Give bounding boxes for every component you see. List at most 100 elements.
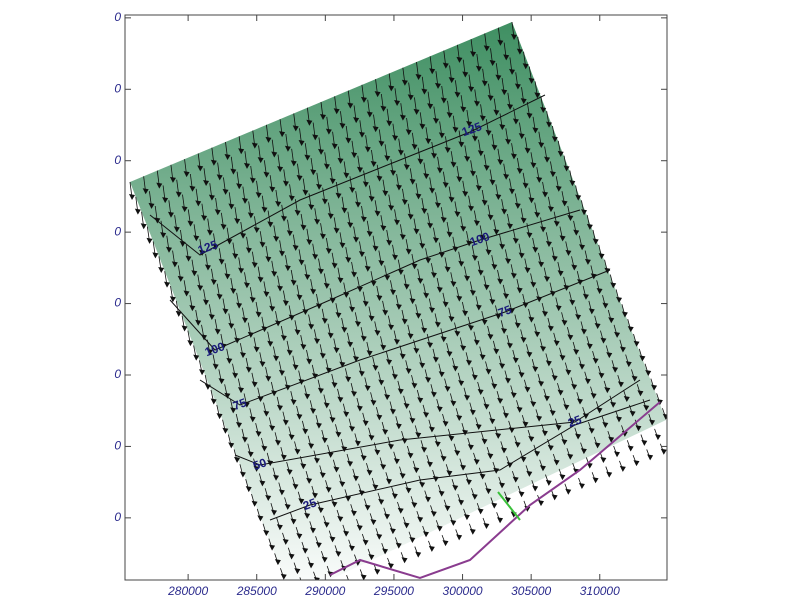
vector-head bbox=[501, 208, 508, 215]
vector-head bbox=[512, 357, 519, 364]
vector-head bbox=[411, 263, 418, 270]
vector-head bbox=[230, 288, 237, 294]
vector-head bbox=[290, 279, 297, 286]
vector-head bbox=[518, 133, 525, 140]
vector-head bbox=[651, 384, 658, 391]
vector-head bbox=[265, 256, 272, 263]
vector-head bbox=[278, 250, 285, 257]
vector-head bbox=[631, 375, 638, 382]
vector-head bbox=[366, 350, 373, 357]
vector-head bbox=[510, 272, 517, 279]
vector-head bbox=[276, 524, 283, 531]
vector-head bbox=[598, 253, 605, 260]
vector-head bbox=[210, 279, 217, 286]
vector-head bbox=[204, 264, 211, 271]
vector-head bbox=[499, 482, 506, 489]
vector-head bbox=[501, 89, 508, 96]
vector-head bbox=[551, 375, 558, 382]
vector-head bbox=[405, 129, 412, 136]
vector-head bbox=[263, 291, 270, 298]
vector-head bbox=[463, 514, 470, 521]
vector-head bbox=[456, 415, 463, 422]
vector-head bbox=[302, 547, 309, 554]
vector-head bbox=[224, 154, 231, 160]
vector-head bbox=[434, 441, 441, 448]
vector-head bbox=[129, 194, 135, 200]
vector-head bbox=[171, 261, 178, 268]
contours bbox=[149, 94, 651, 521]
vector-head bbox=[563, 404, 570, 411]
vector-head bbox=[199, 249, 206, 256]
vector-head bbox=[588, 308, 595, 315]
vector-head bbox=[623, 396, 630, 402]
vector-head bbox=[269, 305, 276, 312]
x-tick-label: 285000 bbox=[236, 584, 277, 598]
vector-head bbox=[541, 430, 548, 437]
vector-head bbox=[232, 253, 239, 260]
vector-head bbox=[397, 388, 404, 395]
vector-head bbox=[267, 221, 274, 228]
vector-head bbox=[516, 168, 523, 174]
vector-head bbox=[606, 471, 613, 478]
vector-head bbox=[580, 328, 587, 335]
vector-head bbox=[253, 227, 260, 234]
vector-head bbox=[571, 264, 578, 271]
vector-head bbox=[592, 477, 599, 484]
vector-head bbox=[450, 161, 457, 168]
vector-head bbox=[360, 335, 367, 342]
vector-head bbox=[337, 277, 344, 284]
vector-head bbox=[362, 420, 369, 427]
vector-head bbox=[440, 97, 447, 104]
vector-head bbox=[448, 315, 455, 322]
vector-head bbox=[320, 114, 326, 120]
vector-head bbox=[448, 77, 455, 84]
vector-head bbox=[516, 406, 523, 413]
vector-head bbox=[580, 448, 587, 455]
vector-head bbox=[331, 501, 338, 508]
vector-head bbox=[352, 475, 359, 482]
vector-head bbox=[512, 237, 519, 244]
vector-head bbox=[518, 371, 525, 378]
vector-head bbox=[430, 510, 437, 517]
vector-head bbox=[341, 446, 348, 453]
vector-head bbox=[238, 267, 245, 274]
vector-head bbox=[434, 202, 441, 209]
vector-head bbox=[261, 206, 268, 213]
vector-head bbox=[374, 210, 381, 217]
vector-head bbox=[292, 125, 299, 132]
vector-head bbox=[497, 278, 504, 285]
y-tick-label: 0 bbox=[114, 153, 121, 167]
vector-head bbox=[240, 232, 247, 239]
vector-head bbox=[319, 352, 326, 359]
vector-head bbox=[559, 235, 566, 242]
vector-head bbox=[386, 120, 393, 127]
vector-head bbox=[421, 327, 428, 334]
vector-head bbox=[530, 281, 537, 288]
vector-head bbox=[306, 239, 313, 246]
vector-head bbox=[637, 390, 644, 397]
vector-head bbox=[654, 434, 661, 441]
vector-head bbox=[608, 317, 615, 324]
vector-head bbox=[350, 390, 357, 397]
vector-head bbox=[456, 534, 463, 541]
vector-head bbox=[276, 404, 283, 411]
vector-head bbox=[306, 477, 313, 484]
vector-head bbox=[579, 244, 586, 251]
vector-head bbox=[489, 60, 496, 67]
vector-head bbox=[534, 92, 541, 99]
vector-head bbox=[345, 137, 352, 144]
vector-head bbox=[382, 309, 389, 316]
vector-head bbox=[409, 178, 416, 185]
vector-head bbox=[236, 302, 243, 309]
contour-label: 125 bbox=[196, 237, 220, 257]
vector-head bbox=[399, 472, 406, 479]
vector-head bbox=[306, 358, 313, 365]
vector-head bbox=[360, 96, 367, 103]
vector-head bbox=[354, 440, 361, 447]
vector-head bbox=[386, 359, 393, 366]
axes-frame bbox=[124, 14, 668, 581]
vector-head bbox=[610, 401, 617, 408]
vector-head bbox=[314, 338, 321, 345]
vector-head bbox=[485, 249, 492, 256]
vector-head bbox=[503, 173, 510, 180]
